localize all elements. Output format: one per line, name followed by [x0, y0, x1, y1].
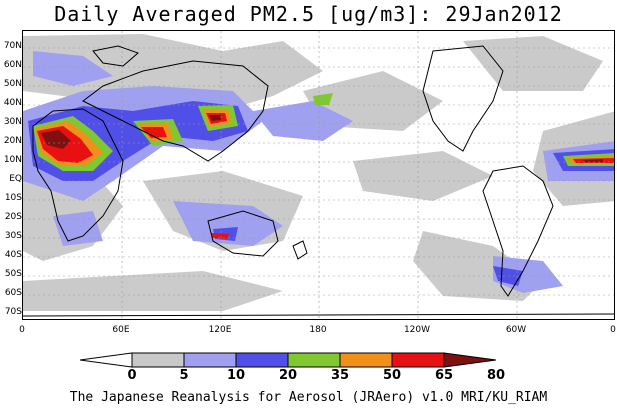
graticule	[23, 31, 614, 319]
colorbar	[79, 352, 550, 372]
colorbar-level-label: 65	[434, 368, 454, 383]
colorbar-segment	[391, 352, 445, 368]
colorbar-segment	[287, 352, 341, 368]
colorbar-level-label: 20	[278, 368, 298, 383]
lat-label: 60N	[3, 60, 22, 70]
pm25-field-80-plus	[41, 115, 603, 162]
lat-label: 20N	[3, 136, 22, 146]
lat-label: 60S	[4, 288, 22, 298]
colorbar-segment	[79, 352, 133, 368]
lon-label: 60W	[505, 325, 527, 335]
colorbar-segment	[443, 352, 497, 368]
lon-label: 0	[610, 325, 616, 335]
colorbar-segment	[235, 352, 289, 368]
colorbar-graphic	[79, 352, 497, 368]
colorbar-segment	[339, 352, 393, 368]
colorbar-segment	[183, 352, 237, 368]
lat-label: 30S	[4, 231, 22, 241]
colorbar-segment	[131, 352, 185, 368]
lat-label: 40N	[3, 98, 22, 108]
lat-label: 30N	[3, 117, 22, 127]
lon-label: 180	[309, 325, 327, 335]
lat-label: 40S	[4, 250, 22, 260]
lat-label: 70S	[4, 307, 22, 317]
lon-label: 120E	[208, 325, 232, 335]
lat-label: 70N	[3, 41, 22, 51]
colorbar-level-label: 35	[330, 368, 350, 383]
lon-label: 120W	[403, 325, 431, 335]
map-title: Daily Averaged PM2.5 [ug/m3]: 29Jan2012	[54, 2, 563, 26]
lat-label: EQ	[9, 174, 22, 184]
colorbar-level-label: 0	[127, 368, 137, 383]
lat-label: 10N	[3, 155, 22, 165]
colorbar-level-label: 5	[179, 368, 189, 383]
coastlines	[23, 45, 614, 317]
lon-label: 0	[19, 325, 25, 335]
lon-label: 60E	[112, 325, 130, 335]
lat-label: 50N	[3, 79, 22, 89]
map-canvas	[23, 31, 614, 319]
credit-line: The Japanese Reanalysis for Aerosol (JRA…	[69, 390, 548, 405]
colorbar-level-label: 50	[382, 368, 402, 383]
pm25-map	[22, 30, 615, 320]
lat-label: 10S	[4, 193, 22, 203]
colorbar-level-label: 10	[226, 368, 246, 383]
colorbar-level-label: 80	[486, 368, 506, 383]
lat-label: 20S	[4, 212, 22, 222]
lat-label: 50S	[4, 269, 22, 279]
